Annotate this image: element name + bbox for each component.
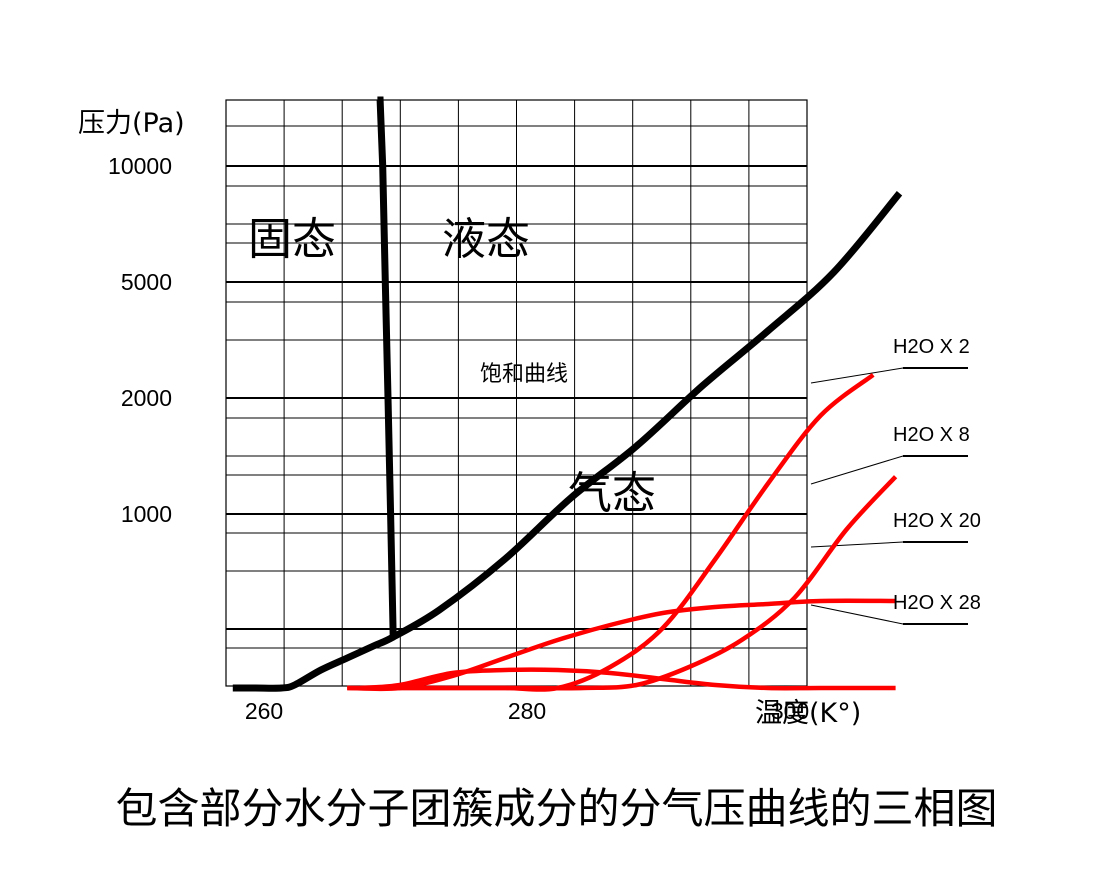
legend-leader-line (810, 604, 904, 625)
x-axis-label: 温度(K°) (755, 698, 861, 729)
y-tick-label: 1000 (121, 501, 172, 527)
saturation-curve (232, 190, 903, 692)
x-tick-label: 260 (245, 698, 283, 724)
cluster-curve-h2o-x-2 (347, 373, 875, 692)
melting-curve (376, 96, 397, 638)
y-tick-label: 2000 (121, 385, 172, 411)
y-tick-label: 10000 (108, 153, 172, 179)
legend: H2O X 2 H2O X 8 H2O X 20 H2O X 28 (893, 336, 981, 625)
x-tick-label: 300 (771, 698, 809, 724)
grid (225, 99, 808, 687)
axis-ticks: 1000 2000 5000 10000 260 280 300 (108, 153, 809, 724)
chart-text: 压力(Pa) 温度(K°) 固态 液态 气态 饱和曲线 (78, 108, 861, 729)
series-lines (232, 96, 903, 692)
legend-entry: H2O X 20 (893, 510, 981, 532)
legend-entry: H2O X 8 (893, 424, 970, 446)
cluster-curve-h2o-x-20 (347, 598, 896, 692)
region-label-liquid: 液态 (442, 214, 530, 265)
legend-leader-line (810, 367, 904, 384)
page-title: 包含部分水分子团簇成分的分气压曲线的三相图 (115, 784, 998, 833)
legend-leader-line (810, 541, 904, 548)
y-axis-label: 压力(Pa) (78, 108, 185, 139)
legend-entry: H2O X 2 (893, 336, 970, 358)
region-label-gas: 气态 (568, 468, 656, 519)
y-tick-label: 5000 (121, 269, 172, 295)
cluster-curve-h2o-x-28 (360, 667, 896, 691)
saturation-curve-annotation: 饱和曲线 (480, 362, 568, 387)
legend-entry: H2O X 28 (893, 592, 981, 614)
region-label-solid: 固态 (248, 214, 336, 265)
legend-leader-line (810, 455, 904, 485)
x-tick-label: 280 (508, 698, 546, 724)
legend-leader-lines (810, 367, 904, 625)
cluster-curve-h2o-x-8 (373, 475, 898, 691)
